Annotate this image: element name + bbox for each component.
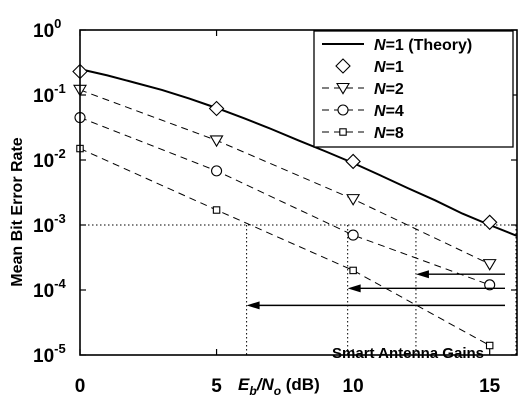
x-tick-label-5: 5 [211, 376, 222, 397]
y-tick-label--4: 10-4 [33, 276, 66, 302]
series-n-1-theory [79, 68, 518, 237]
data-point-n-8-2 [212, 206, 221, 214]
legend-entry-n-1-theory: N=1 (Theory) [322, 37, 472, 54]
series-layer [72, 63, 518, 350]
series-n-8 [76, 144, 494, 350]
series-line-n-8 [79, 148, 490, 346]
gain-arrow-2 [347, 284, 505, 293]
legend-marker-n-8 [339, 128, 347, 136]
series-n-2 [73, 84, 497, 271]
gain-arrow-head-2 [347, 284, 361, 293]
data-point-n-8-4 [485, 341, 494, 350]
legend-label-n-2: N=2 [374, 81, 404, 98]
reference-guides [80, 224, 517, 355]
series-line-n-2 [79, 89, 490, 265]
data-point-n-1-2 [208, 100, 225, 117]
gain-arrow-1 [415, 270, 505, 279]
legend-marker-n-4 [337, 104, 349, 116]
data-point-n-1-3 [345, 153, 361, 170]
gain-arrow-3 [246, 301, 505, 310]
y-tick-label-0: 100 [33, 16, 61, 42]
series-line-n-4 [79, 117, 490, 286]
smart-antenna-gains-annotation: Smart Antenna Gains [332, 345, 484, 362]
data-point-n-8-3 [349, 266, 357, 275]
y-axis-label: Mean Bit Error Rate [9, 137, 26, 286]
legend-entry-n-1: N=1 [335, 58, 404, 76]
x-tick-label-15: 15 [479, 376, 501, 397]
data-point-n-4-4 [484, 279, 496, 291]
x-tick-label-0: 0 [75, 376, 86, 397]
data-point-n-4-3 [347, 229, 359, 241]
legend-label-n-4: N=4 [374, 103, 404, 120]
y-tick-label--3: 10-3 [33, 211, 66, 237]
gain-arrow-head-1 [415, 270, 429, 279]
data-point-n-2-2 [209, 135, 224, 148]
data-point-n-1-4 [481, 214, 498, 231]
data-point-n-4-2 [211, 165, 223, 177]
legend-entry-n-2: N=2 [322, 81, 404, 98]
legend-entry-n-8: N=8 [322, 125, 404, 142]
y-tick-label--1: 10-1 [33, 81, 66, 107]
legend-box [313, 30, 514, 148]
legend-entry-n-4: N=4 [322, 103, 404, 120]
axis-ticks: 0 5 10 15 100 10-1 10-2 10-3 10-4 10-5 [33, 16, 517, 397]
y-tick-label--5: 10-5 [33, 341, 66, 367]
legend-label-n-1-theory: N=1 (Theory) [374, 37, 472, 54]
data-point-n-2-3 [346, 194, 361, 206]
gain-arrow-head-3 [246, 301, 260, 310]
legend-marker-n-1 [335, 58, 351, 74]
legend-label-n-8: N=8 [374, 125, 404, 142]
data-point-n-2-4 [482, 259, 497, 271]
legend-marker-n-2 [336, 82, 350, 95]
legend-label-n-1: N=1 [374, 59, 404, 76]
series-line-n-1-theory [79, 68, 518, 237]
gain-arrows [246, 270, 505, 310]
plot-frame [79, 29, 518, 356]
y-tick-label--2: 10-2 [33, 146, 66, 172]
x-axis-label: Eb/No (dB) [238, 375, 320, 398]
legend: N=1 (Theory) N=1 N=2 N=4 N=8 [313, 30, 514, 148]
x-tick-label-10: 10 [343, 376, 364, 397]
